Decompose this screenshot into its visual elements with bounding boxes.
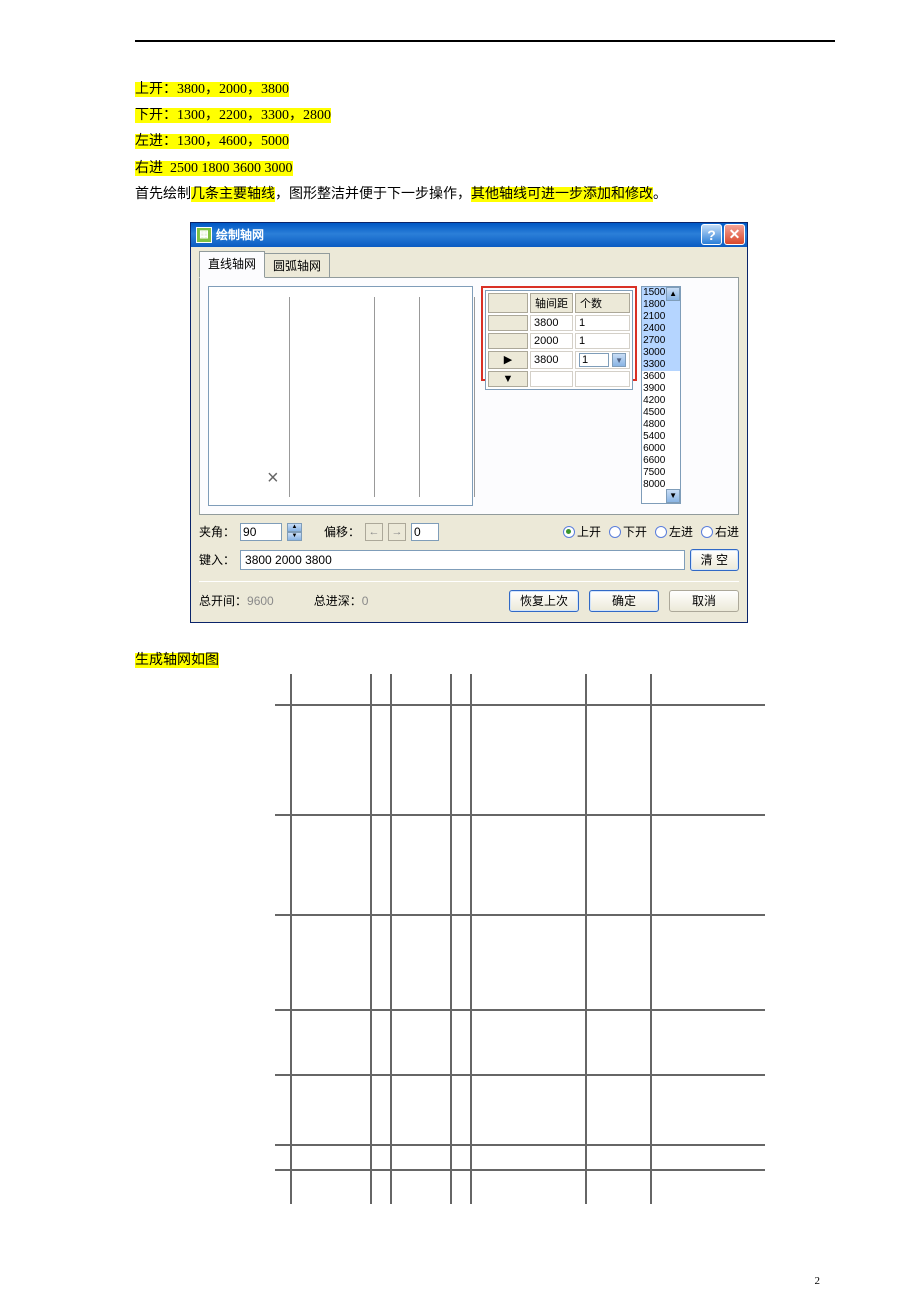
preset-spacing-list[interactable]: ▲ 15001800210024002700300033003600390042…	[641, 286, 681, 504]
line-shangkai: 上开：3800，2000，3800	[135, 77, 840, 102]
angle-label: 夹角：	[199, 523, 235, 540]
input-label: 键入：	[199, 551, 235, 568]
radio-down[interactable]: 下开	[609, 523, 647, 540]
radio-up[interactable]: 上开	[563, 523, 601, 540]
angle-input[interactable]	[240, 523, 282, 541]
page-number: 2	[815, 1275, 821, 1287]
generated-axis-grid	[255, 674, 765, 1204]
radio-right[interactable]: 右进	[701, 523, 739, 540]
scroll-up-button[interactable]: ▲	[666, 287, 680, 301]
total-depth-label: 总进深：0	[314, 592, 369, 609]
highlighted-grid-area: 轴间距个数 3800120001▶38001 ▼ ▼	[481, 286, 637, 381]
radio-left[interactable]: 左进	[655, 523, 693, 540]
origin-marker: ×	[267, 467, 279, 490]
offset-right-button[interactable]: →	[388, 523, 406, 541]
dialog-titlebar[interactable]: ▦ 绘制轴网 ? ✕	[191, 223, 747, 247]
line-xiakai: 下开：1300，2200，3300，2800	[135, 103, 840, 128]
offset-left-button[interactable]: ←	[365, 523, 383, 541]
total-span-label: 总开间：9600	[199, 592, 274, 609]
offset-input[interactable]	[411, 523, 439, 541]
input-row: 键入： 清 空	[199, 549, 739, 571]
axis-preview: ×	[208, 286, 473, 506]
dialog-title: 绘制轴网	[216, 226, 699, 243]
help-button[interactable]: ?	[701, 224, 722, 245]
ok-button[interactable]: 确定	[589, 590, 659, 612]
clear-button[interactable]: 清 空	[690, 549, 739, 571]
line-youjin: 右进 2500 1800 3600 3000	[135, 156, 840, 181]
tab-arc[interactable]: 圆弧轴网	[265, 253, 330, 278]
page-top-rule	[135, 40, 835, 42]
dialog-footer: 总开间：9600 总进深：0 恢复上次 确定 取消	[199, 581, 739, 612]
cancel-button[interactable]: 取消	[669, 590, 739, 612]
spacing-input[interactable]	[240, 550, 685, 570]
tab-panel: × 轴间距个数 3800120001▶38001 ▼ ▼ ▲ 150018002…	[199, 277, 739, 515]
result-label: 生成轴网如图	[135, 648, 840, 673]
offset-label: 偏移：	[324, 523, 360, 540]
tab-strip: 直线轴网 圆弧轴网	[199, 251, 739, 278]
line-zuojin: 左进：1300，4600，5000	[135, 129, 840, 154]
line-instruction: 首先绘制几条主要轴线，图形整洁并便于下一步操作，其他轴线可进一步添加和修改。	[135, 182, 840, 207]
close-button[interactable]: ✕	[724, 224, 745, 245]
restore-button[interactable]: 恢复上次	[509, 590, 579, 612]
axis-grid-dialog: ▦ 绘制轴网 ? ✕ 直线轴网 圆弧轴网 × 轴间距个数 3800120001▶…	[190, 222, 748, 623]
app-icon: ▦	[196, 227, 212, 243]
angle-offset-row: 夹角： ▲▼ 偏移： ← → 上开 下开 左进 右进	[199, 523, 739, 541]
angle-spinner[interactable]: ▲▼	[287, 523, 302, 541]
tab-straight[interactable]: 直线轴网	[199, 251, 265, 278]
scroll-down-button[interactable]: ▼	[666, 489, 680, 503]
spacing-table[interactable]: 轴间距个数 3800120001▶38001 ▼ ▼	[485, 290, 633, 390]
